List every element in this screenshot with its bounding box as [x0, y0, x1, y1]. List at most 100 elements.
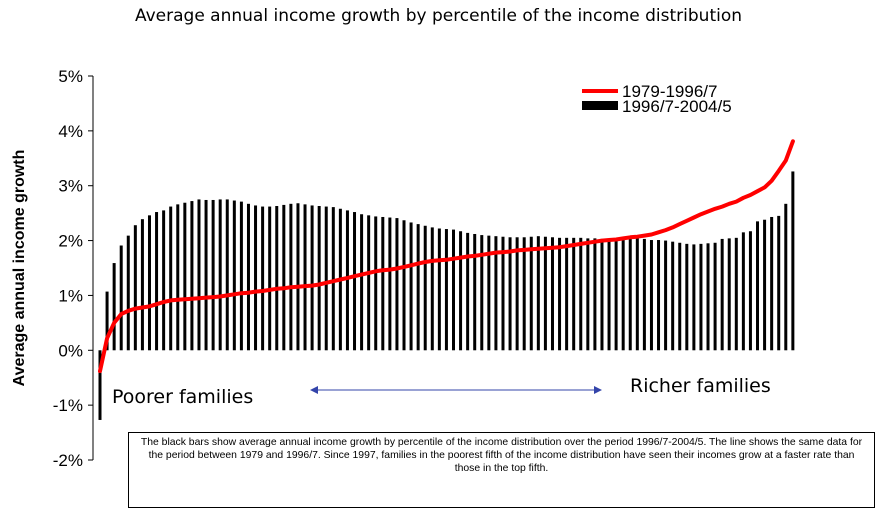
bar	[416, 224, 420, 351]
bar	[487, 235, 491, 351]
bar	[239, 201, 243, 351]
bar	[550, 237, 554, 351]
bar	[748, 231, 752, 351]
bar	[296, 203, 300, 351]
bar	[664, 240, 668, 351]
bar	[147, 215, 151, 351]
bar	[437, 228, 441, 351]
bar	[176, 204, 180, 351]
annotations: Poorer families Richer families	[112, 375, 771, 408]
bar	[522, 237, 526, 351]
bar	[211, 199, 215, 351]
bar	[246, 203, 250, 351]
bar	[289, 203, 293, 351]
legend-label: 1979-1996/7	[622, 82, 717, 101]
y-tick-label: 3%	[58, 177, 83, 196]
bar	[671, 241, 675, 351]
bar	[607, 238, 611, 351]
legend-bar-swatch	[582, 101, 618, 110]
explanatory-note: The black bars show average annual incom…	[128, 432, 875, 508]
bar	[317, 206, 321, 351]
bar	[261, 206, 265, 351]
bar	[444, 229, 448, 351]
bar	[572, 237, 576, 351]
bar	[112, 263, 116, 351]
bar	[784, 203, 788, 351]
bar	[395, 218, 399, 351]
bar	[692, 244, 696, 351]
bar	[197, 199, 201, 351]
chart-title: Average annual income growth by percenti…	[134, 6, 743, 26]
bar	[508, 237, 512, 351]
bar	[204, 199, 208, 351]
bar	[628, 238, 632, 351]
bar	[565, 237, 569, 351]
bar	[374, 216, 378, 351]
bar	[734, 237, 738, 351]
bar	[763, 219, 767, 351]
bar	[119, 245, 123, 351]
bar	[126, 235, 130, 351]
series-line	[98, 139, 795, 374]
bar	[515, 237, 519, 351]
y-tick-label: -2%	[53, 451, 83, 470]
bar	[98, 350, 102, 420]
bar	[501, 236, 505, 351]
bar	[402, 220, 406, 351]
bar	[331, 207, 335, 351]
bar	[770, 216, 774, 351]
bar	[282, 204, 286, 351]
bar	[494, 236, 498, 351]
bar	[225, 199, 229, 351]
bar	[657, 240, 661, 351]
y-tick-label: 5%	[58, 67, 83, 86]
bars-1996-2004	[98, 171, 795, 420]
bar	[183, 202, 187, 351]
y-tick-label: 4%	[58, 122, 83, 141]
bar	[275, 206, 279, 351]
bar	[720, 238, 724, 351]
bar	[190, 201, 194, 351]
bar	[381, 216, 385, 351]
bar	[140, 219, 144, 351]
bar	[558, 237, 562, 351]
bar	[699, 243, 703, 351]
bar	[105, 291, 109, 351]
bar	[713, 242, 717, 351]
y-axis-label: Average annual income growth	[11, 150, 28, 387]
bar	[232, 200, 236, 351]
y-tick-label: 0%	[58, 341, 83, 360]
y-tick-label: 2%	[58, 232, 83, 251]
bar	[388, 217, 392, 351]
bar	[353, 212, 357, 351]
bar	[459, 231, 463, 351]
bar	[529, 236, 533, 351]
bar	[741, 232, 745, 351]
bar	[466, 232, 470, 351]
bar	[324, 206, 328, 351]
bar	[367, 215, 371, 351]
bar	[409, 222, 413, 351]
bar	[593, 238, 597, 351]
bar	[310, 205, 314, 351]
bar	[155, 212, 159, 351]
bar	[791, 171, 795, 351]
bar	[678, 242, 682, 351]
bar	[756, 221, 760, 351]
bar	[579, 237, 583, 351]
annotation-poorer: Poorer families	[112, 386, 253, 408]
bar	[345, 210, 349, 351]
bar	[600, 238, 604, 351]
bar	[162, 210, 166, 351]
bar	[218, 199, 222, 351]
bar	[303, 204, 307, 351]
bar	[452, 229, 455, 351]
line-1979-1996	[98, 139, 795, 374]
bar	[423, 225, 427, 351]
bar	[649, 240, 653, 351]
y-tick-label: 1%	[58, 286, 83, 305]
axes: -2% -1% 0% 1% 2% 3% 4% 5% Average annual income …	[11, 67, 94, 470]
arrow-head-right	[594, 386, 602, 394]
bar	[621, 239, 625, 351]
